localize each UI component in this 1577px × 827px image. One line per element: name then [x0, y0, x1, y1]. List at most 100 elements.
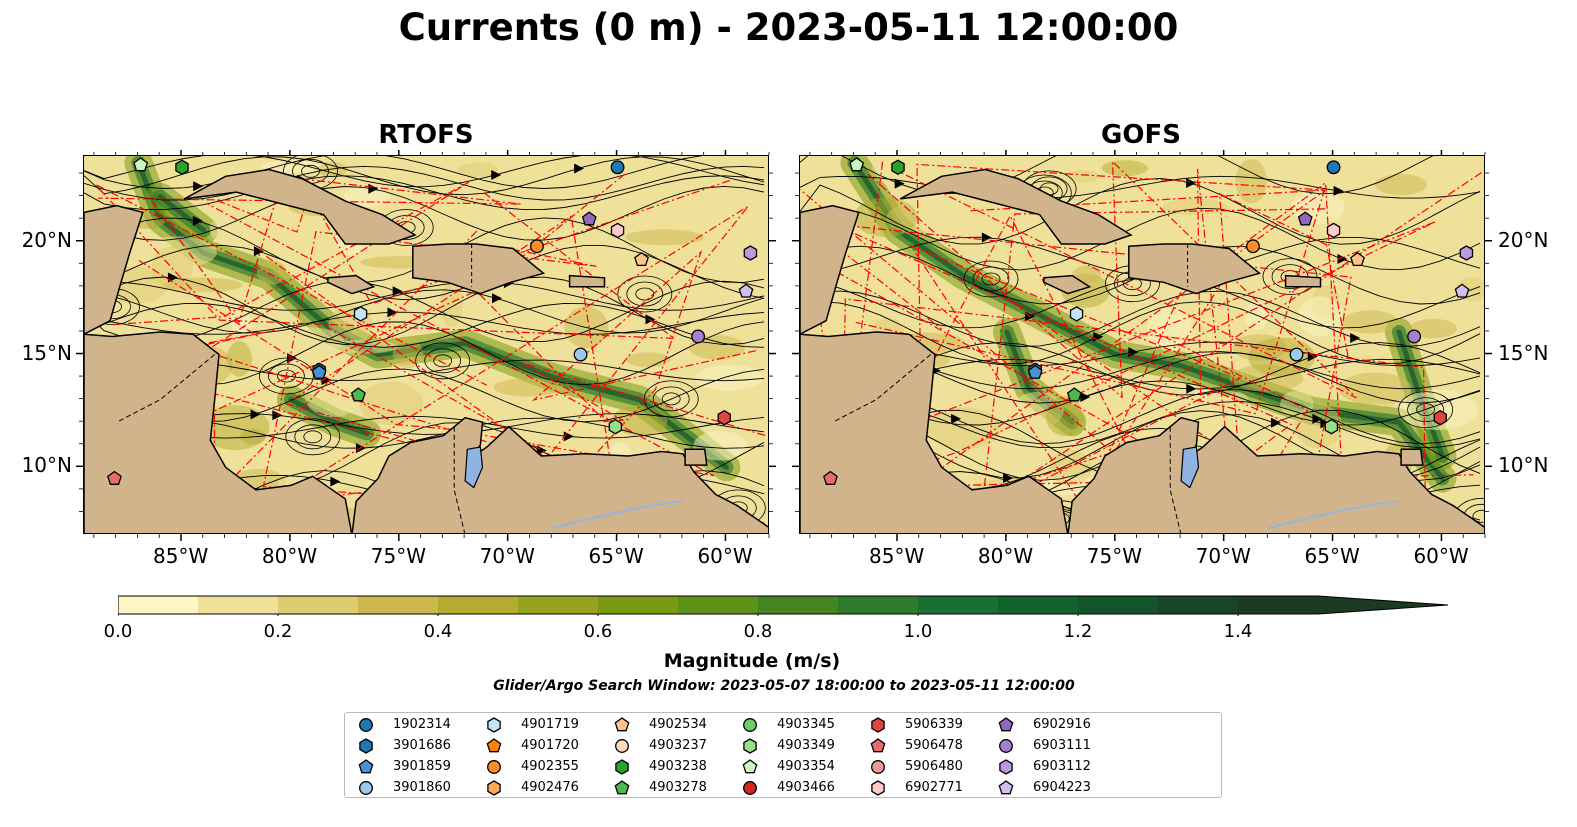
pentagon-marker-icon: [614, 717, 630, 732]
float-marker-4902355[interactable]: [530, 239, 544, 254]
legend-label: 4902534: [649, 717, 707, 732]
pentagon-marker-icon: [358, 759, 374, 774]
float-marker-4902355[interactable]: [1246, 239, 1260, 254]
legend-label: 4901719: [521, 717, 579, 732]
pentagon-marker-icon: [998, 717, 1014, 732]
float-marker-4903238[interactable]: [891, 159, 905, 176]
float-marker-5906339[interactable]: [717, 409, 731, 426]
panel-title-gofs: GOFS: [1101, 120, 1181, 150]
lat-label-right: 10°N: [1498, 453, 1549, 478]
lon-label: 70°W: [479, 544, 535, 568]
float-marker-6903112[interactable]: [1459, 245, 1474, 261]
hexagon-marker-icon: [487, 717, 501, 733]
colorbar-segment: [998, 596, 1079, 614]
float-marker-4903349[interactable]: [1324, 418, 1339, 435]
pentagon-marker-icon: [614, 780, 630, 795]
lon-label: 60°W: [697, 544, 753, 568]
legend-label: 4903466: [777, 780, 835, 795]
colorbar-segment: [438, 596, 519, 614]
colorbar-label: Magnitude (m/s): [663, 650, 841, 672]
legend-label: 3901686: [393, 738, 451, 753]
legend-label: 6904223: [1033, 780, 1091, 795]
legend-label: 5906480: [905, 759, 963, 774]
pentagon-marker-icon: [870, 738, 886, 753]
float-marker-4903354[interactable]: [133, 157, 149, 172]
float-marker-6903111[interactable]: [691, 329, 706, 344]
colorbar-segment: [1158, 596, 1239, 614]
current-map-rtofs: [84, 156, 768, 533]
float-marker-6903111[interactable]: [1407, 329, 1422, 344]
circle-marker-icon: [871, 760, 885, 774]
map-panel-rtofs[interactable]: [83, 155, 769, 534]
pentagon-marker-icon: [486, 738, 502, 753]
hexagon-marker-icon: [743, 738, 757, 754]
float-marker-6904223[interactable]: [1454, 283, 1470, 298]
colorbar-segment: [118, 596, 199, 614]
legend-label: 6902771: [905, 780, 963, 795]
hexagon-marker-icon: [999, 759, 1013, 775]
float-marker-4901719[interactable]: [1069, 306, 1084, 322]
lon-label: 80°W: [261, 544, 318, 568]
colorbar-tick-label: 0.0: [103, 621, 133, 642]
search-window-text: Glider/Argo Search Window: 2023-05-07 18…: [493, 678, 1075, 694]
colorbar-ticks: 0.0 0.2 0.4 0.6 0.8 1.0 1.2 1.4: [104, 621, 1318, 645]
float-marker-3901860[interactable]: [573, 347, 588, 362]
float-marker-4902534[interactable]: [1350, 251, 1365, 267]
lat-label-right: 20°N: [1498, 227, 1549, 252]
colorbar-tick-label: 0.6: [583, 621, 613, 642]
colorbar-segment: [1238, 596, 1319, 614]
float-marker-6902771[interactable]: [1326, 222, 1341, 239]
colorbar-tick-label: 1.2: [1063, 621, 1093, 642]
hexagon-marker-icon: [871, 780, 885, 796]
float-marker-3901860[interactable]: [1289, 347, 1304, 362]
lat-label-left: 15°N: [21, 340, 72, 365]
map-panel-gofs[interactable]: [799, 155, 1485, 534]
float-marker-5906339[interactable]: [1433, 409, 1447, 426]
float-marker-1902314[interactable]: [610, 160, 625, 175]
legend-label: 6903111: [1033, 738, 1091, 753]
hexagon-marker-icon: [615, 759, 629, 775]
lon-label: 70°W: [1195, 544, 1251, 568]
float-marker-3901859[interactable]: [311, 364, 327, 379]
float-marker-3901859[interactable]: [1027, 364, 1043, 379]
circle-marker-icon: [615, 739, 629, 753]
panel-title-rtofs: RTOFS: [378, 120, 474, 150]
circle-marker-icon: [359, 718, 373, 732]
float-marker-6903112[interactable]: [743, 245, 758, 261]
float-marker-4903354[interactable]: [849, 157, 865, 172]
float-marker-4903238[interactable]: [175, 159, 189, 176]
hexagon-marker-icon: [359, 738, 373, 754]
float-marker-4903278[interactable]: [1066, 387, 1082, 402]
float-marker-5906478[interactable]: [107, 470, 122, 485]
colorbar-tick-label: 1.0: [903, 621, 933, 642]
lon-label: 75°W: [1086, 544, 1142, 568]
float-legend: 1902314 3901686 3901859 3901860 4901719 49017…: [344, 712, 1222, 798]
float-marker-4903278[interactable]: [350, 387, 366, 402]
lon-label: 65°W: [1304, 544, 1360, 568]
float-marker-5906478[interactable]: [823, 470, 838, 485]
colorbar-segment: [1078, 596, 1159, 614]
lon-label: 85°W: [153, 544, 209, 568]
legend-label: 4903238: [649, 759, 707, 774]
float-marker-6902771[interactable]: [610, 222, 625, 239]
float-marker-6904223[interactable]: [738, 283, 754, 298]
float-marker-6902916[interactable]: [581, 211, 597, 226]
colorbar-segment: [758, 596, 839, 614]
pentagon-marker-icon: [742, 759, 758, 774]
colorbar-segment: [598, 596, 679, 614]
legend-label: 4902355: [521, 759, 579, 774]
colorbar-segment: [678, 596, 759, 614]
hexagon-marker-icon: [487, 780, 501, 796]
float-marker-4902534[interactable]: [634, 251, 649, 267]
float-marker-6902916[interactable]: [1297, 211, 1313, 226]
float-marker-4901719[interactable]: [353, 306, 368, 322]
legend-label: 4903354: [777, 759, 835, 774]
lat-label-right: 15°N: [1498, 340, 1549, 365]
circle-marker-icon: [359, 781, 373, 795]
float-marker-4903349[interactable]: [608, 418, 623, 435]
lon-label: 60°W: [1413, 544, 1469, 568]
colorbar-segment: [358, 596, 439, 614]
float-marker-1902314[interactable]: [1326, 160, 1341, 175]
legend-label: 4901720: [521, 738, 579, 753]
axis-ticks: [76, 150, 1492, 541]
